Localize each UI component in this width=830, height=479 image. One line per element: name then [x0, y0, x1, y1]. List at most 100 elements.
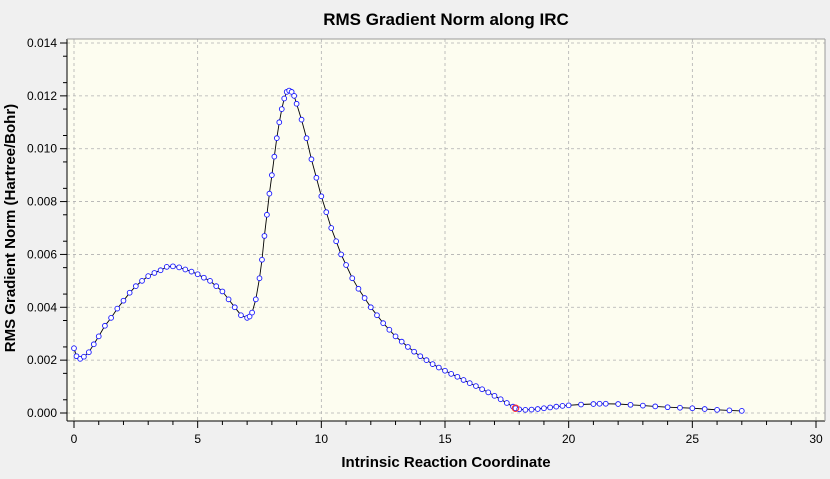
data-point: [95, 333, 102, 340]
data-point: [102, 322, 108, 329]
data-point: [361, 295, 368, 301]
x-tick-label: 20: [562, 432, 576, 446]
data-point: [553, 403, 560, 410]
y-tick-label: 0.004: [27, 300, 57, 314]
data-point: [640, 402, 646, 409]
data-point: [701, 406, 708, 412]
y-axis-label: RMS Gradient Norm (Hartree/Bohr): [2, 104, 19, 352]
data-point: [442, 367, 448, 374]
data-point: [281, 95, 288, 102]
data-point: [392, 333, 399, 340]
data-point: [541, 405, 547, 412]
data-point: [405, 344, 411, 350]
x-tick-label: 10: [315, 432, 329, 446]
axes: [66, 38, 826, 422]
data-point: [429, 361, 436, 367]
data-point: [81, 353, 87, 360]
data-point: [726, 407, 733, 414]
data-point: [714, 406, 720, 413]
data-point: [90, 341, 97, 348]
y-tick-label: 0.014: [27, 36, 57, 50]
data-point: [652, 403, 659, 410]
data-point: [689, 405, 696, 412]
data-point: [246, 313, 253, 320]
data-point: [578, 401, 584, 408]
data-point: [596, 400, 603, 407]
data-point: [278, 106, 285, 112]
chart-title: RMS Gradient Norm along IRC: [323, 10, 569, 29]
data-point: [182, 266, 189, 273]
x-tick-label: 0: [71, 432, 78, 446]
data-point: [627, 401, 634, 408]
data-point: [126, 289, 133, 296]
data-point: [176, 264, 182, 271]
data-point: [249, 309, 255, 316]
data-point: [264, 211, 270, 218]
data-point: [318, 193, 325, 200]
data-point: [565, 402, 572, 409]
data-point: [261, 233, 268, 239]
data-points: [71, 87, 745, 414]
data-point: [367, 304, 374, 311]
data-point: [435, 364, 442, 371]
data-point: [547, 404, 553, 411]
data-point: [273, 135, 280, 141]
data-point: [615, 401, 621, 407]
data-point: [491, 392, 498, 399]
data-point: [479, 386, 485, 393]
data-point: [213, 283, 220, 289]
y-tick-label: 0.012: [27, 89, 57, 103]
data-point: [417, 353, 424, 360]
data-point: [333, 238, 340, 245]
data-point: [313, 174, 320, 181]
x-tick-label: 30: [809, 432, 823, 446]
data-point: [298, 116, 305, 123]
data-point: [151, 270, 158, 276]
data-point: [386, 326, 393, 333]
data-point: [225, 296, 232, 303]
data-point: [291, 93, 297, 99]
data-point: [201, 274, 207, 281]
data-point: [454, 373, 461, 380]
x-axis-ticks: 0 5 10 15 20 25 30: [71, 421, 823, 446]
y-tick-label: 0.008: [27, 195, 57, 209]
y-tick-label: 0.006: [27, 247, 57, 261]
data-point: [139, 278, 145, 284]
data-point: [85, 349, 92, 356]
data-point: [590, 401, 597, 407]
data-point: [343, 262, 349, 268]
data-point: [503, 400, 510, 406]
y-tick-label: 0.002: [27, 353, 57, 367]
data-point: [188, 268, 195, 275]
data-point: [259, 256, 265, 263]
data-point: [170, 263, 176, 270]
data-point: [349, 275, 356, 282]
data-point: [207, 278, 213, 284]
data-point: [271, 153, 278, 160]
data-point: [71, 345, 77, 352]
data-point: [466, 380, 473, 386]
data-point: [323, 209, 330, 215]
data-point: [602, 400, 609, 407]
y-tick-label: 0.000: [27, 406, 57, 420]
series-line: [73, 90, 742, 412]
data-point: [120, 297, 127, 304]
data-point: [473, 383, 479, 389]
y-tick-label: 0.010: [27, 142, 57, 156]
data-point: [355, 285, 362, 292]
data-point: [252, 296, 259, 303]
data-point: [497, 396, 504, 403]
data-point: [145, 273, 152, 279]
data-point: [293, 100, 300, 107]
data-point: [108, 315, 114, 321]
data-point: [231, 304, 238, 311]
x-tick-label: 25: [686, 432, 700, 446]
data-point: [238, 312, 244, 319]
data-point: [423, 357, 430, 363]
data-point: [73, 353, 80, 360]
data-point: [288, 89, 295, 95]
data-point: [460, 377, 467, 383]
data-point: [276, 119, 283, 126]
data-point: [157, 267, 164, 274]
